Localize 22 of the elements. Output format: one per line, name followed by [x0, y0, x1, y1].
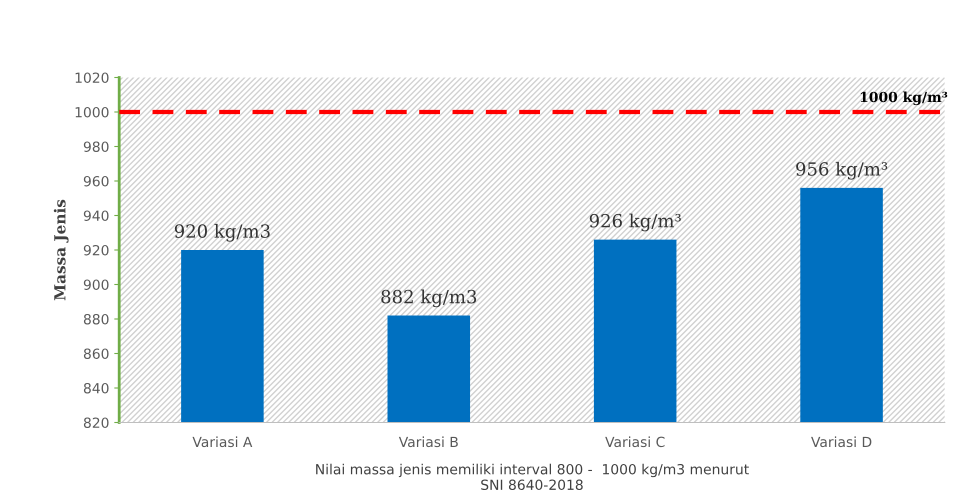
ref-line-label: 1000 kg/m³ — [860, 91, 948, 106]
y-tick-label: 940 — [84, 210, 109, 221]
y-axis-title: Massa Jenis — [54, 200, 69, 300]
y-tick-label: 880 — [84, 314, 109, 324]
y-tick-label: 860 — [84, 348, 109, 359]
x-tick-label: Variasi C — [605, 436, 665, 448]
x-tick-label: Variasi A — [192, 436, 252, 448]
y-tick-label: 920 — [84, 244, 109, 256]
y-tick-label: 1000 — [76, 106, 109, 118]
y-tick-label: 960 — [84, 176, 109, 186]
y-tick-label: 980 — [84, 141, 109, 152]
data-label: 926 kg/m³ — [590, 214, 681, 232]
y-tick-label: 1020 — [76, 72, 109, 83]
y-tick-label: 840 — [84, 382, 109, 394]
y-tick-label: 820 — [84, 417, 109, 428]
data-label: 956 kg/m³ — [796, 162, 888, 180]
x-tick-label: Variasi D — [811, 436, 872, 448]
x-axis-title: Nilai massa jenis memiliki interval 800 - 1000 kg/m3 menurut SNI 8640-2018 — [316, 464, 749, 490]
data-label: 882 kg/m3 — [381, 289, 476, 308]
data-label: 920 kg/m3 — [174, 224, 270, 242]
x-tick-label: Variasi B — [398, 436, 458, 448]
y-tick-label: 900 — [84, 279, 109, 290]
